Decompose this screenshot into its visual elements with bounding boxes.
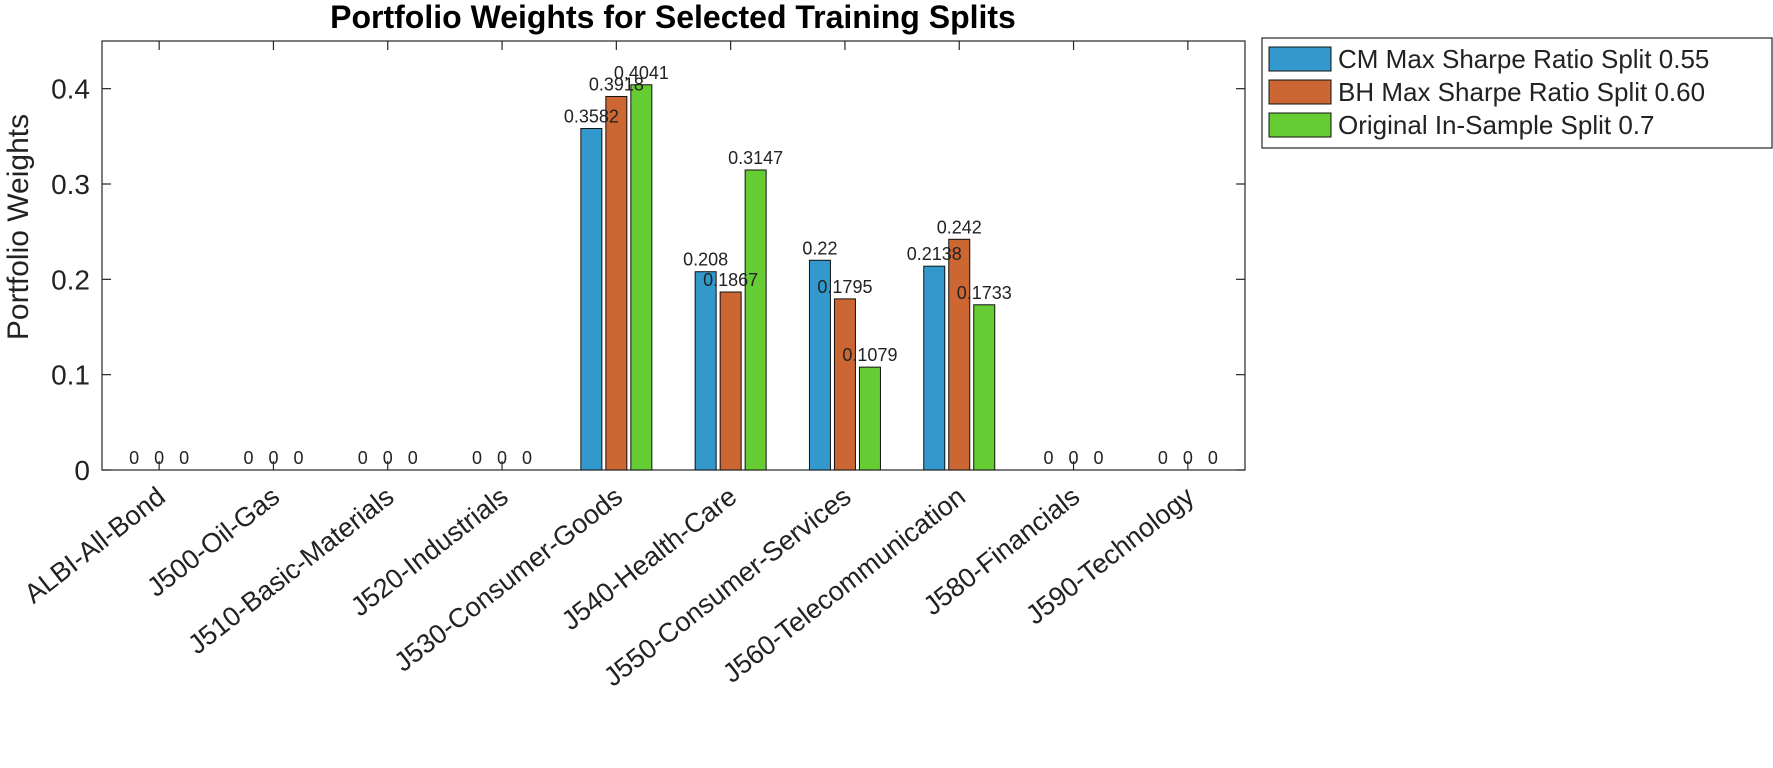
x-tick-label: ALBI-All-Bond — [19, 481, 171, 609]
data-label: 0 — [408, 448, 418, 468]
data-label: 0 — [243, 448, 253, 468]
y-tick-label: 0.3 — [51, 169, 90, 200]
data-label: 0 — [1183, 448, 1193, 468]
data-label: 0 — [1158, 448, 1168, 468]
data-label: 0.22 — [802, 238, 837, 258]
data-label: 0.1079 — [842, 345, 897, 365]
legend-swatch — [1268, 46, 1332, 72]
bar — [605, 95, 628, 471]
data-label: 0 — [179, 448, 189, 468]
chart-title: Portfolio Weights for Selected Training … — [330, 0, 1016, 35]
bar — [719, 291, 742, 471]
y-tick-label: 0.1 — [51, 360, 90, 391]
bar — [630, 84, 653, 471]
data-label: 0.3582 — [564, 107, 619, 127]
data-label: 0 — [497, 448, 507, 468]
legend-label: CM Max Sharpe Ratio Split 0.55 — [1338, 44, 1709, 74]
legend-swatch — [1268, 79, 1332, 105]
bar — [808, 259, 831, 471]
data-label: 0 — [154, 448, 164, 468]
data-label: 0 — [522, 448, 532, 468]
y-tick-label: 0 — [74, 455, 90, 486]
x-tick-label: J530-Consumer-Goods — [388, 481, 628, 677]
y-tick-labels-group: 0 0.1 0.2 0.3 0.4 — [51, 74, 90, 486]
legend-label: BH Max Sharpe Ratio Split 0.60 — [1338, 77, 1705, 107]
data-label: 0 — [1208, 448, 1218, 468]
data-label: 0 — [268, 448, 278, 468]
bar — [923, 265, 946, 471]
y-tick-label: 0.2 — [51, 264, 90, 295]
bar — [973, 304, 996, 471]
legend-label: Original In-Sample Split 0.7 — [1338, 110, 1654, 140]
plot-area — [101, 40, 1246, 471]
data-label: 0.4041 — [614, 63, 669, 83]
bar — [580, 128, 603, 471]
bar — [833, 298, 856, 471]
data-label: 0 — [1044, 448, 1054, 468]
data-label: 0.3918 — [589, 74, 644, 94]
data-label: 0.1795 — [817, 277, 872, 297]
data-label: 0 — [129, 448, 139, 468]
data-label: 0.1733 — [957, 283, 1012, 303]
data-label: 0.242 — [937, 217, 982, 237]
data-label: 0 — [1069, 448, 1079, 468]
bar — [744, 169, 767, 471]
data-label: 0.2138 — [907, 244, 962, 264]
y-tick-label: 0.4 — [51, 74, 90, 105]
data-label: 0 — [383, 448, 393, 468]
data-label: 0 — [358, 448, 368, 468]
data-label: 0.208 — [683, 250, 728, 270]
data-label: 0 — [293, 448, 303, 468]
data-label: 0.3147 — [728, 148, 783, 168]
legend-swatch — [1268, 112, 1332, 138]
x-tick-labels-group: ALBI-All-BondJ500-Oil-GasJ510-Basic-Mate… — [19, 481, 1200, 692]
bar — [948, 238, 971, 471]
x-tick-label: J510-Basic-Materials — [182, 481, 399, 660]
y-axis-label: Portfolio Weights — [2, 114, 35, 340]
bar — [858, 366, 881, 471]
legend-box — [1261, 37, 1773, 149]
data-label: 0 — [472, 448, 482, 468]
data-labels-group: 0 0 0 0 0 0 0 0 0 0 0 00.35820.39180.40410.2080.186… — [129, 63, 1218, 468]
data-label: 0.1867 — [703, 270, 758, 290]
bar — [694, 271, 717, 471]
bars-group — [580, 84, 996, 471]
data-label: 0 — [1094, 448, 1104, 468]
